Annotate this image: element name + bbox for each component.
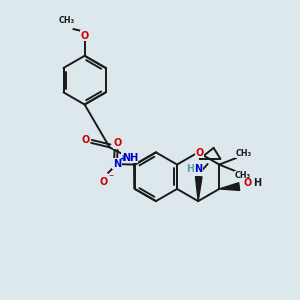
Text: H: H: [186, 164, 194, 174]
Polygon shape: [196, 177, 202, 201]
Text: N: N: [194, 164, 202, 174]
Polygon shape: [219, 183, 240, 190]
Text: N: N: [113, 159, 121, 169]
Text: CH₃: CH₃: [59, 16, 75, 25]
Text: O: O: [113, 138, 122, 148]
Text: O: O: [243, 178, 251, 188]
Text: O: O: [80, 31, 89, 40]
Text: H: H: [253, 178, 261, 188]
Text: O: O: [82, 135, 90, 145]
Text: O: O: [100, 177, 108, 187]
Text: CH₃: CH₃: [235, 149, 251, 158]
Text: NH: NH: [122, 153, 138, 163]
Text: +: +: [119, 154, 125, 163]
Text: O: O: [195, 148, 203, 158]
Text: ⁻: ⁻: [108, 173, 113, 183]
Text: CH₃: CH₃: [234, 171, 250, 180]
